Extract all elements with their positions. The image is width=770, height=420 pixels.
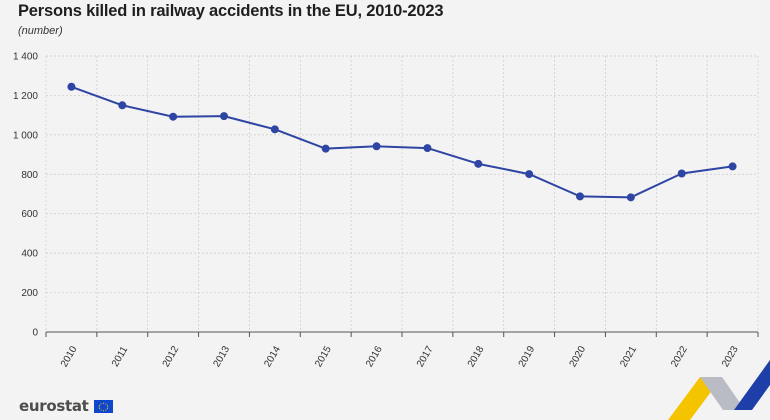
chart-title: Persons killed in railway accidents in t… — [18, 2, 444, 20]
grid — [45, 55, 759, 332]
series-line — [71, 85, 733, 199]
y-tick-label: 1 400 — [13, 52, 38, 63]
y-tick-label: 1 200 — [13, 91, 38, 102]
data-point — [423, 144, 432, 153]
x-tick-label: 2014 — [262, 344, 283, 369]
data-point — [321, 144, 330, 153]
x-tick-label: 2013 — [212, 344, 233, 369]
data-point — [372, 142, 381, 151]
chart-subtitle: (number) — [18, 25, 63, 37]
data-point — [118, 101, 127, 110]
x-tick-label: 2019 — [517, 344, 538, 369]
x-tick-label: 2015 — [313, 344, 334, 369]
data-point — [474, 159, 483, 168]
data-point — [626, 193, 635, 202]
y-tick-label: 800 — [21, 170, 38, 181]
y-tick-label: 200 — [21, 288, 38, 299]
x-tick-label: 2018 — [466, 344, 487, 369]
brand-chevron-blue — [734, 360, 770, 410]
x-tick-label: 2010 — [59, 344, 80, 369]
y-tick-label: 400 — [21, 249, 38, 260]
eurostat-logo: eurostat — [19, 397, 113, 415]
x-tick-label: 2012 — [161, 344, 182, 369]
x-tick-label: 2011 — [110, 344, 130, 369]
series — [67, 82, 737, 202]
x-tick-label: 2022 — [669, 344, 690, 369]
data-point — [67, 82, 76, 91]
x-tick-label: 2017 — [415, 344, 436, 369]
data-point — [270, 125, 279, 134]
y-tick-label: 0 — [32, 328, 38, 339]
x-tick-label: 2021 — [618, 344, 639, 369]
x-tick-label: 2016 — [364, 344, 385, 369]
data-point — [169, 112, 178, 121]
data-point — [728, 162, 737, 171]
brand-decoration — [668, 360, 770, 420]
brand-chevron-grey — [700, 377, 745, 410]
eu-flag-icon — [93, 400, 113, 413]
x-tick-label: 2020 — [568, 344, 589, 369]
data-point — [220, 112, 228, 121]
axes: 0 200 400 600 800 1 000 1 200 1 400 2010 2011 2012… — [13, 52, 759, 369]
logo-text: eurostat — [19, 397, 89, 415]
data-point — [677, 169, 686, 178]
data-point — [525, 170, 534, 179]
data-point — [576, 192, 584, 201]
y-tick-label: 1 000 — [13, 130, 38, 141]
y-tick-label: 600 — [21, 209, 38, 220]
x-tick-label: 2023 — [720, 344, 741, 369]
